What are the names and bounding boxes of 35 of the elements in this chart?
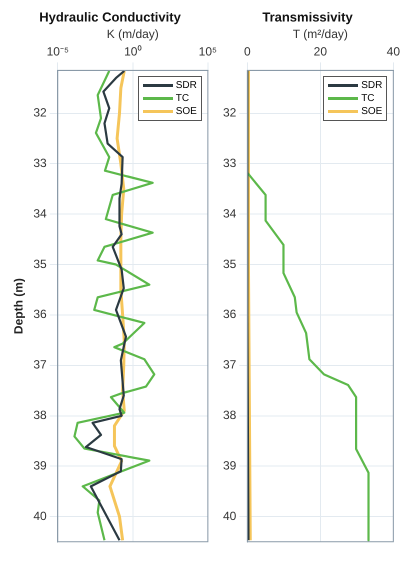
x-tick-label: 10⁰ [124,44,142,59]
y-tick-label: 33 [33,156,48,170]
y-tick-label: 37 [222,358,237,372]
y-axis-title: Depth (m) [12,278,26,334]
chart-title: Transmissivity [262,9,354,24]
y-tick-label: 40 [33,508,48,523]
y-tick-label: 36 [222,307,237,322]
y-tick-label: 32 [222,106,237,120]
legend-label: TC [176,92,190,106]
y-tick-label: 33 [222,156,237,170]
legend-label: SDR [176,79,197,92]
y-tick-label: 34 [222,206,237,220]
y-tick-label: 38 [33,408,48,422]
y-tick-label: 40 [222,508,237,523]
x-tick-label: 40 [386,44,400,59]
chart-title: Hydraulic Conductivity [39,9,182,24]
y-tick-label: 39 [33,458,48,472]
y-tick-label: 35 [33,256,48,271]
legend-label: TC [361,92,375,106]
x-axis-title: T (m²/day) [292,27,348,42]
legend-label: SDR [361,79,382,92]
y-tick-label: 32 [33,106,48,120]
y-tick-label: 35 [222,256,237,271]
x-tick-label: 0 [244,44,252,59]
y-tick-label: 37 [33,358,48,372]
x-axis-title: K (m/day) [106,27,159,42]
x-tick-label: 10⁻⁵ [46,44,69,59]
y-tick-label: 34 [33,206,48,220]
y-tick-label: 39 [222,458,237,472]
legend-label: SOE [361,105,382,118]
x-tick-label: 20 [314,44,328,59]
legend-label: SOE [176,105,197,118]
x-tick-label: 10⁵ [198,44,218,59]
y-tick-label: 36 [33,307,48,322]
y-tick-label: 38 [222,408,237,422]
